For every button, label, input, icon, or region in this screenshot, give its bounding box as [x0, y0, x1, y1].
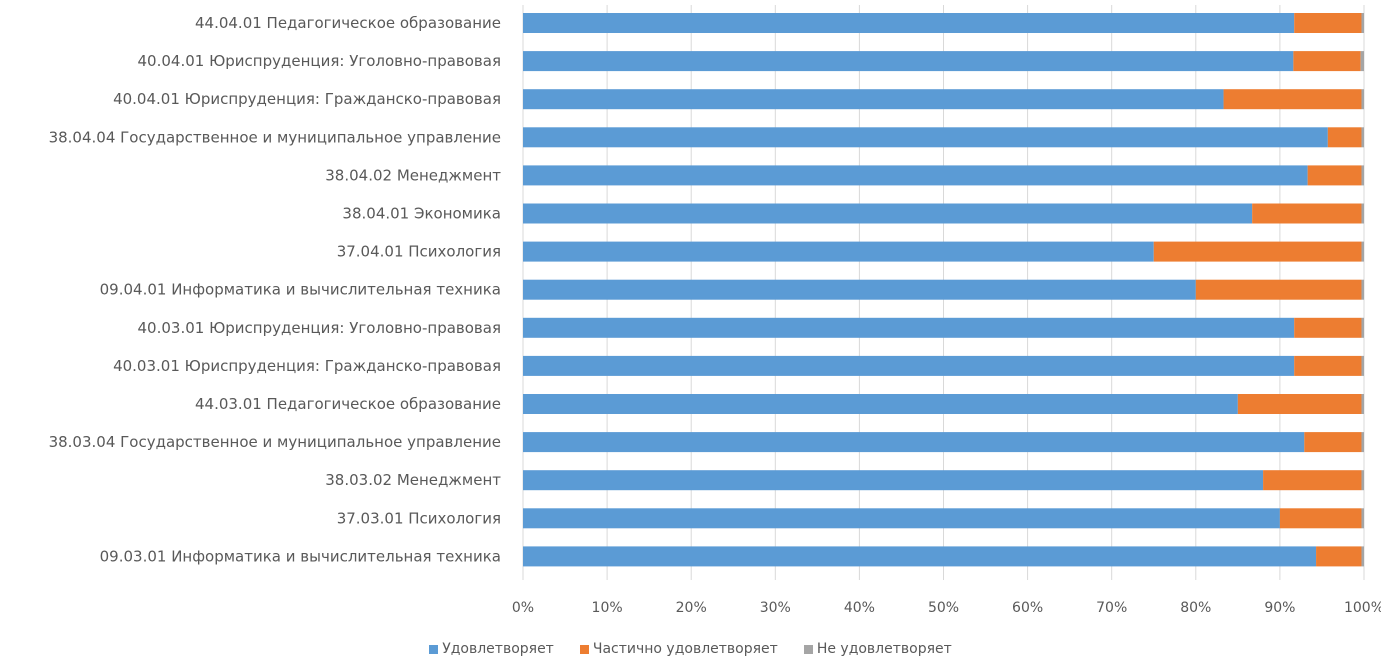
bar-segment-not-satisfies — [1361, 470, 1364, 491]
x-tick-label: 80% — [1180, 600, 1211, 616]
category-label: 38.03.02 Менеджмент — [325, 471, 501, 489]
legend-label-satisfies: Удовлетворяет — [442, 641, 554, 657]
bar-segment-partially-satisfies — [1293, 51, 1361, 72]
bar-segment-partially-satisfies — [1294, 317, 1362, 338]
bar-segment-satisfies — [523, 355, 1295, 376]
category-label: 38.03.04 Государственное и муниципальное… — [49, 433, 501, 451]
legend-item-partially-satisfies: Частично удовлетворяет — [579, 638, 778, 660]
category-label: 09.03.01 Информатика и вычислительная те… — [100, 547, 501, 565]
bar-segment-not-satisfies — [1361, 279, 1364, 300]
bar-segment-not-satisfies — [1361, 89, 1364, 110]
bar-segment-not-satisfies — [1360, 51, 1364, 72]
bar-segment-satisfies — [523, 317, 1295, 338]
legend-item-satisfies: Удовлетворяет — [429, 638, 554, 660]
bar-segment-not-satisfies — [1361, 241, 1364, 262]
bar-segment-not-satisfies — [1361, 317, 1364, 338]
x-tick-label: 0% — [512, 600, 534, 616]
bar-segment-not-satisfies — [1361, 13, 1364, 33]
x-tick-label: 90% — [1264, 600, 1295, 616]
bar-segment-not-satisfies — [1361, 203, 1364, 224]
bar-segment-not-satisfies — [1361, 508, 1364, 529]
bar-segment-satisfies — [523, 241, 1154, 262]
bar-segment-partially-satisfies — [1223, 89, 1362, 110]
category-label: 40.03.01 Юриспруденция: Уголовно-правова… — [138, 319, 502, 337]
category-label: 44.04.01 Педагогическое образование — [195, 14, 501, 32]
bar-segment-partially-satisfies — [1237, 394, 1362, 414]
legend-label-not-satisfies: Не удовлетворяет — [816, 641, 952, 657]
bar-segment-partially-satisfies — [1195, 279, 1362, 300]
category-label: 37.03.01 Психология — [337, 509, 501, 527]
bar-segment-partially-satisfies — [1294, 355, 1362, 376]
x-tick-label: 10% — [592, 600, 623, 616]
legend-swatch-satisfies — [429, 644, 439, 654]
bar-segment-satisfies — [523, 508, 1280, 529]
category-label: 37.04.01 Психология — [337, 243, 501, 261]
bar-segment-satisfies — [523, 546, 1317, 567]
bar-segment-satisfies — [523, 470, 1264, 491]
x-tick-label: 20% — [676, 600, 707, 616]
x-tick-label: 50% — [928, 600, 959, 616]
category-label: 38.04.04 Государственное и муниципальное… — [49, 128, 501, 146]
bar-segment-satisfies — [523, 13, 1295, 33]
x-tick-label: 60% — [1012, 600, 1043, 616]
bar-segment-satisfies — [523, 51, 1294, 72]
bar-segment-satisfies — [523, 279, 1196, 300]
category-label: 09.04.01 Информатика и вычислительная те… — [100, 281, 501, 299]
bar-segment-satisfies — [523, 203, 1253, 224]
legend-item-not-satisfies: Не удовлетворяет — [803, 638, 952, 660]
x-tick-label: 70% — [1096, 600, 1127, 616]
x-tick-label: 40% — [844, 600, 875, 616]
bar-segment-not-satisfies — [1361, 355, 1364, 376]
bar-segment-satisfies — [523, 89, 1224, 110]
bar-segment-partially-satisfies — [1327, 127, 1362, 148]
bar-segment-partially-satisfies — [1279, 508, 1362, 529]
bar-segment-partially-satisfies — [1304, 432, 1362, 453]
category-label: 40.03.01 Юриспруденция: Гражданско-право… — [113, 357, 501, 375]
chart-legend: Удовлетворяет Частично удовлетворяет Не … — [0, 638, 1381, 660]
category-label: 44.03.01 Педагогическое образование — [195, 395, 501, 413]
bar-segment-partially-satisfies — [1294, 13, 1362, 33]
bar-segment-satisfies — [523, 165, 1308, 186]
bar-segment-partially-satisfies — [1307, 165, 1362, 186]
bar-segment-partially-satisfies — [1153, 241, 1362, 262]
bar-segment-not-satisfies — [1361, 394, 1364, 414]
bar-segment-satisfies — [523, 432, 1305, 453]
category-label: 40.04.01 Юриспруденция: Гражданско-право… — [113, 90, 501, 108]
bar-segment-not-satisfies — [1361, 127, 1364, 148]
x-tick-label: 30% — [760, 600, 791, 616]
bar-segment-partially-satisfies — [1316, 546, 1362, 567]
bar-segment-partially-satisfies — [1263, 470, 1362, 491]
bar-segment-not-satisfies — [1361, 165, 1364, 186]
x-tick-label: 100% — [1344, 600, 1381, 616]
category-label: 40.04.01 Юриспруденция: Уголовно-правова… — [138, 52, 502, 70]
category-label: 38.04.01 Экономика — [342, 205, 501, 223]
bar-segment-satisfies — [523, 127, 1328, 148]
bar-segment-satisfies — [523, 394, 1238, 414]
legend-label-partially-satisfies: Частично удовлетворяет — [592, 641, 778, 657]
bar-segment-not-satisfies — [1361, 432, 1364, 453]
bar-segment-partially-satisfies — [1252, 203, 1362, 224]
category-label: 38.04.02 Менеджмент — [325, 166, 501, 184]
legend-swatch-not-satisfies — [803, 644, 813, 654]
legend-swatch-partially-satisfies — [579, 644, 589, 654]
bar-segment-not-satisfies — [1361, 546, 1364, 567]
